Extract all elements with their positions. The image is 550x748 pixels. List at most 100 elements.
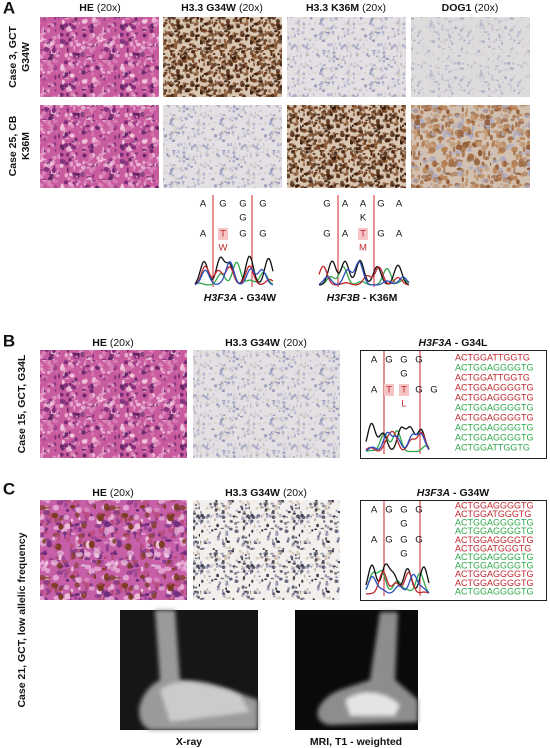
mutation-highlight: [358, 228, 368, 240]
base-call: G: [259, 199, 266, 210]
header-name: DOG1: [442, 2, 472, 14]
micrograph: [40, 17, 159, 97]
header-name: H3.3 G34W: [181, 2, 236, 14]
base-call: G: [400, 519, 407, 530]
base-call: T: [360, 229, 366, 240]
micrograph: [193, 500, 340, 600]
sequence-read: ACTGGAGGGGTG: [455, 561, 534, 571]
sequence-read: ACTGGAGGGGTG: [455, 535, 534, 545]
base-call: G: [377, 229, 384, 240]
header-mag: (20x): [97, 2, 121, 14]
micrograph: [411, 17, 530, 97]
base-call: A: [371, 385, 378, 396]
base-call: A: [371, 355, 378, 366]
imaging-caption: MRI, T1 - weighted: [310, 736, 402, 748]
panel-label: B: [3, 331, 15, 350]
micrograph: [163, 105, 282, 188]
header-name: HE: [92, 487, 107, 499]
sequence-read: ACTGGAGGGGTG: [455, 518, 534, 528]
chromatogram-trace: [318, 265, 410, 286]
micrograph: [40, 105, 159, 188]
header-name: H3.3 G34W: [225, 337, 280, 349]
micrograph: [287, 105, 406, 188]
mri-bone: [345, 692, 400, 716]
chromatogram-trace: [194, 261, 274, 286]
micrograph: [193, 350, 340, 458]
sequence-read: ACTGGAGGGGTG: [455, 526, 534, 536]
panel-label: C: [3, 479, 15, 498]
base-call: A: [371, 505, 378, 516]
mutation-highlight: [384, 384, 394, 396]
mri-tissue: [317, 612, 418, 725]
row-label: K36M: [20, 132, 32, 160]
sequence-read: ACTGGAGGGGTG: [455, 578, 534, 588]
base-call: A: [200, 199, 207, 210]
base-call: A: [371, 535, 378, 546]
chromatogram-trace: [194, 260, 274, 286]
chromatogram-trace: [318, 259, 410, 286]
base-call: A: [396, 229, 403, 240]
sequence-read: ACTGGAGGGGTG: [455, 422, 534, 432]
sequence-read: ACTGGAGGGGTG: [455, 362, 534, 372]
sequence-read: ACTGGAGGGGTG: [455, 500, 534, 510]
sequence-read: ACTGGATTGGTG: [455, 372, 530, 382]
base-call: G: [430, 385, 437, 396]
sequence-read: ACTGGAGGGGTG: [455, 552, 534, 562]
header-mag: (20x): [283, 337, 307, 349]
base-call: G: [323, 229, 330, 240]
imaging-caption: X-ray: [176, 736, 202, 748]
column-header: DOG1 (20x): [442, 2, 499, 14]
chromatogram-trace: [366, 571, 430, 595]
base-call: A: [200, 229, 207, 240]
sequence-read: ACTGGATGGGTG: [455, 543, 531, 553]
base-call: T: [386, 385, 392, 396]
base-call: G: [385, 505, 392, 516]
base-call: T: [401, 385, 407, 396]
gene-name: H3F3A: [417, 487, 450, 499]
base-call: G: [385, 535, 392, 546]
base-call: G: [400, 369, 407, 380]
header-mag: (20x): [362, 2, 386, 14]
header-name: H3.3 G34W: [225, 487, 280, 499]
header-name: HE: [79, 2, 94, 14]
variant: - K36M: [363, 292, 398, 304]
chromatogram-trace: [318, 260, 410, 286]
sequence-read: ACTGGATTGGTG: [455, 352, 530, 362]
base-call: G: [239, 213, 246, 224]
row-label: Case 3, GCT: [7, 25, 19, 87]
chromatogram-trace: [365, 430, 430, 452]
row-label: Case 15, GCT, G34L: [16, 354, 28, 453]
variant: - G34W: [240, 292, 276, 304]
micrograph: [163, 17, 282, 97]
chromatogram-trace: [194, 265, 274, 285]
header-mag: (20x): [474, 2, 498, 14]
sequence-read: ACTGGAGGGGTG: [455, 382, 534, 392]
sequence-read: ACTGGAGGGGTG: [455, 402, 534, 412]
header-name: HE: [92, 337, 107, 349]
panel-label: A: [3, 0, 15, 17]
base-call: K: [360, 213, 367, 224]
variant: - G34L: [455, 337, 488, 349]
base-call: A: [360, 199, 367, 210]
base-call: G: [415, 355, 422, 366]
base-call: G: [400, 355, 407, 366]
row-label: Case 25, CB: [7, 115, 19, 176]
gene-name: H3F3B: [327, 292, 361, 304]
base-call: G: [219, 199, 226, 210]
header-mag: (20x): [239, 2, 263, 14]
sequence-read: ACTGGAGGGGTG: [455, 586, 534, 596]
base-call: G: [400, 549, 407, 560]
chromatogram-trace: [365, 431, 430, 452]
gene-name: H3F3A: [419, 337, 452, 349]
base-call: G: [385, 355, 392, 366]
sequencing-header: H3F3A - G34L: [419, 337, 489, 349]
header-name: H3.3 K36M: [306, 2, 359, 14]
sequence-read: ACTGGATTGGTG: [455, 442, 530, 452]
base-call: A: [396, 199, 403, 210]
base-call: A: [342, 199, 349, 210]
base-call: M: [359, 243, 367, 254]
column-header: H3.3 G34W (20x): [181, 2, 263, 14]
base-call: G: [377, 199, 384, 210]
mutation-highlight: [218, 228, 228, 240]
